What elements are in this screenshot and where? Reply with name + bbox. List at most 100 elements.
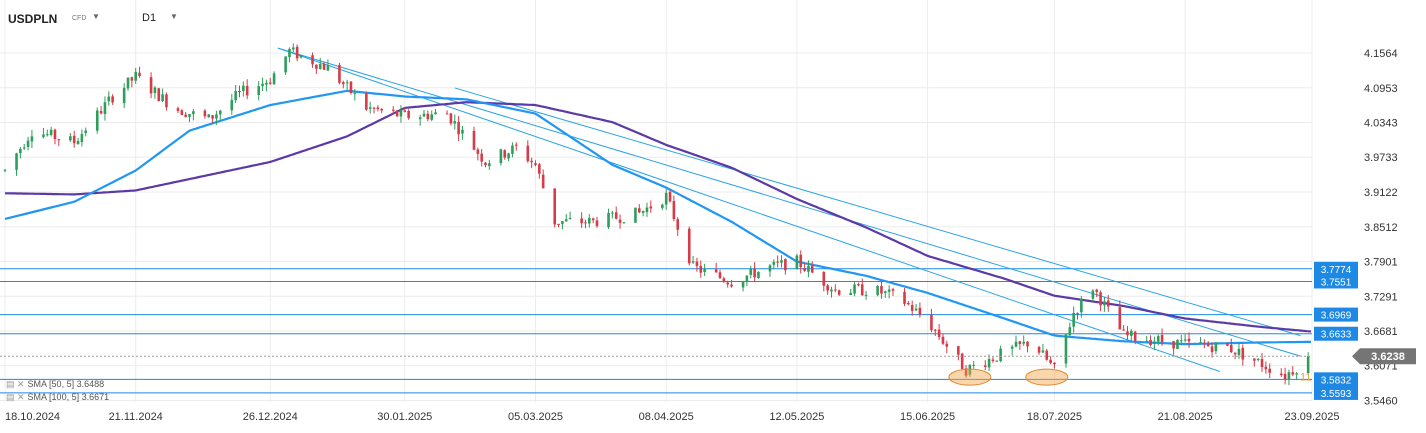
candle-body xyxy=(426,113,430,120)
candle-body xyxy=(1306,356,1310,374)
timeframe-label[interactable]: D1 xyxy=(142,12,157,24)
candle-body xyxy=(1172,341,1175,349)
candle-body xyxy=(880,285,883,294)
candle-body xyxy=(138,72,141,77)
candle-body xyxy=(1264,366,1268,370)
candle-body xyxy=(445,113,449,115)
candle-body xyxy=(84,130,88,133)
candle-body xyxy=(676,219,680,230)
candle-body xyxy=(1026,341,1029,347)
candle-body xyxy=(857,284,860,286)
candle-body xyxy=(995,360,999,362)
candle-body xyxy=(941,336,945,344)
candle-body xyxy=(188,114,191,117)
timeframe-dropdown-icon[interactable]: ▼ xyxy=(170,12,178,21)
candle-body xyxy=(645,207,649,213)
candle-body xyxy=(999,348,1002,362)
candle-body xyxy=(903,291,906,304)
candle-body xyxy=(326,65,330,71)
candle-body xyxy=(211,115,214,119)
trendlines[interactable] xyxy=(277,47,1301,372)
candle-body xyxy=(511,145,514,154)
trendline xyxy=(277,47,1220,372)
candle-body xyxy=(1268,368,1272,373)
candle-body xyxy=(1037,347,1041,353)
candle-body xyxy=(57,139,61,141)
candle-body xyxy=(353,93,357,95)
y-tick-label: 4.0343 xyxy=(1364,118,1398,130)
level-price-label: 3.6633 xyxy=(1321,330,1352,341)
candle-body xyxy=(534,163,537,165)
x-tick-label: 18.10.2024 xyxy=(5,411,60,423)
candle-body xyxy=(484,162,487,166)
candle-body xyxy=(1099,292,1102,306)
candle-body xyxy=(1283,374,1287,380)
candle-body xyxy=(1295,373,1298,375)
y-tick-label: 3.5460 xyxy=(1364,396,1398,408)
candle-body xyxy=(741,281,745,288)
candle-body xyxy=(780,260,783,263)
x-tick-label: 18.07.2025 xyxy=(1027,411,1082,423)
candle-body xyxy=(668,191,672,202)
candle-body xyxy=(1237,348,1241,355)
candle-body xyxy=(407,110,410,119)
candle-body xyxy=(30,136,34,142)
candle-body xyxy=(834,289,837,291)
level-price-label: 3.6969 xyxy=(1321,311,1352,322)
candle-body xyxy=(434,112,437,115)
candle-body xyxy=(830,289,833,292)
candle-body xyxy=(161,94,164,102)
candle-body xyxy=(299,55,303,58)
candle-body xyxy=(184,114,187,117)
chart-grid xyxy=(0,0,1313,402)
level-price-tag xyxy=(1314,385,1358,400)
level-price-label: 3.5832 xyxy=(1321,375,1352,386)
candle-body xyxy=(1153,341,1156,344)
candle-body xyxy=(810,265,814,273)
sma50-legend[interactable]: ▤ ✕ SMA [50, 5] 3.6488 xyxy=(6,379,104,390)
candle-body xyxy=(1156,336,1160,342)
candle-body xyxy=(1072,312,1075,327)
candle-body xyxy=(530,160,533,163)
candle-body xyxy=(826,285,829,291)
candle-body xyxy=(991,359,995,361)
candle-body xyxy=(933,329,937,331)
candle-body xyxy=(907,302,910,305)
candle-body xyxy=(1103,301,1106,306)
candle-body xyxy=(130,77,134,81)
candle-body xyxy=(1241,347,1245,360)
candle-body xyxy=(730,284,733,287)
candle-body xyxy=(1010,346,1014,349)
last-price-tag xyxy=(1352,348,1416,365)
candle-body xyxy=(1253,358,1256,361)
candle-body xyxy=(372,107,376,109)
candle-body xyxy=(561,221,564,225)
candle-body xyxy=(1041,350,1045,353)
candle-body xyxy=(538,164,541,174)
candle-body xyxy=(837,290,841,295)
candle-body xyxy=(1068,327,1072,336)
candle-body xyxy=(703,268,706,272)
last-price-label: 3.6238 xyxy=(1371,351,1405,363)
sma50-settings-icon[interactable]: ▤ ✕ xyxy=(6,379,25,389)
symbol-dropdown-icon[interactable]: ▼ xyxy=(92,12,100,21)
x-tick-label: 23.09.2025 xyxy=(1284,411,1339,423)
candle-body xyxy=(649,206,653,209)
candle-body xyxy=(203,110,207,117)
candle-body xyxy=(1160,334,1164,342)
level-price-label: 3.5593 xyxy=(1321,389,1352,400)
candle-body xyxy=(564,219,568,222)
candle-body xyxy=(257,86,261,96)
candle-body xyxy=(1214,342,1218,352)
sma100-settings-icon[interactable]: ▤ ✕ xyxy=(6,392,25,402)
symbol-label[interactable]: USDPLN xyxy=(8,12,58,26)
candle-body xyxy=(853,284,856,294)
candle-body xyxy=(376,107,380,110)
candle-body xyxy=(49,129,53,135)
candle-body xyxy=(884,291,887,293)
sma100-legend[interactable]: ▤ ✕ SMA [100, 5] 3.6671 xyxy=(6,392,109,403)
candle-body xyxy=(661,204,664,208)
candle-body xyxy=(591,218,595,221)
